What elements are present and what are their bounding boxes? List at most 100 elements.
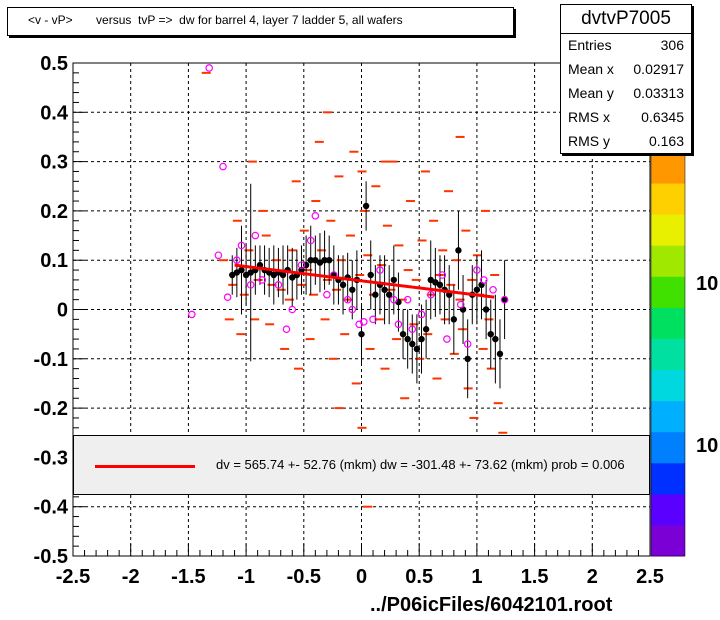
scatter-bin: [357, 426, 367, 429]
scatter-bin: [455, 135, 465, 138]
fit-line: [234, 263, 495, 299]
mean-marker: [438, 271, 447, 279]
x-tick-label: 1.5: [521, 566, 549, 588]
scatter-bin: [374, 318, 384, 321]
profile-point: [422, 326, 430, 333]
scatter-bin: [299, 229, 309, 232]
stats-value: 0.6345: [641, 109, 684, 125]
profile-point: [404, 335, 411, 343]
stats-row: RMS x 0.6345: [561, 106, 691, 130]
stats-value: 0.03313: [633, 85, 684, 101]
x-tick-label: 0.5: [405, 566, 433, 588]
fit-legend-line: [95, 465, 195, 468]
scatter-bin: [261, 234, 271, 237]
scatter-bin: [365, 347, 375, 350]
scatter-bin: [420, 170, 430, 173]
y-tick-label: 0.1: [40, 250, 68, 272]
scatter-bin: [336, 259, 346, 262]
mean-marker: [233, 256, 241, 265]
palette-label: 10: [696, 273, 718, 295]
y-tick-label: 0: [57, 300, 68, 322]
scatter-bin: [446, 283, 456, 286]
scatter-bin: [236, 333, 246, 336]
x-tick-label: -2: [122, 566, 140, 588]
profile-point: [381, 286, 388, 293]
profile-point: [413, 345, 421, 353]
plot-title-box: <v - vP> versus tvP => dw for barrel 4, …: [7, 7, 514, 36]
scatter-bin: [480, 209, 490, 212]
palette-band: [651, 400, 685, 433]
scatter-bin: [400, 397, 410, 400]
mean-marker: [417, 310, 426, 319]
scatter-bin: [355, 273, 365, 276]
scatter-bin: [484, 318, 494, 321]
mean-marker: [288, 305, 297, 314]
mean-marker: [390, 295, 398, 304]
scatter-bin: [232, 219, 242, 222]
palette-band: [651, 462, 685, 495]
palette-band: [651, 183, 685, 215]
scatter-bin: [461, 229, 471, 232]
scatter-bin: [377, 264, 387, 267]
y-tick-label: 0.4: [40, 102, 69, 124]
profile-point: [487, 330, 494, 338]
stats-value: 306: [660, 37, 684, 53]
y-tick-label: 0.3: [40, 152, 68, 174]
scatter-bin: [351, 382, 361, 385]
palette-band: [651, 276, 685, 308]
scatter-bin: [392, 338, 402, 341]
scatter-bin: [498, 431, 508, 434]
scatter-bin: [457, 328, 467, 331]
scatter-bin: [438, 249, 448, 252]
y-tick-label: -0.4: [34, 497, 69, 519]
palette-band: [651, 152, 685, 184]
x-tick-label: -1: [237, 566, 255, 588]
scatter-bin: [415, 357, 425, 360]
scatter-bin: [359, 209, 369, 212]
scatter-bin: [429, 219, 439, 222]
palette-band: [651, 369, 685, 402]
scatter-bin: [291, 180, 301, 183]
stats-value: 0.02917: [633, 61, 684, 77]
mean-marker: [297, 261, 306, 269]
scatter-bin: [363, 254, 373, 257]
scatter-bin: [478, 347, 488, 350]
profile-point: [492, 335, 499, 343]
scatter-bin: [320, 318, 330, 321]
scatter-bin: [363, 505, 373, 508]
scatter-bin: [253, 278, 263, 281]
scatter-bin: [322, 278, 332, 281]
y-tick-label: -0.3: [34, 447, 68, 469]
scatter-bin: [239, 293, 249, 296]
mean-marker: [282, 325, 291, 334]
scatter-bin: [386, 288, 396, 291]
scatter-bin: [265, 323, 275, 326]
plot-title: <v - vP> versus tvP => dw for barrel 4, …: [28, 13, 403, 27]
mean-marker: [408, 325, 417, 334]
scatter-bin: [332, 288, 342, 291]
profile-point: [409, 340, 416, 348]
mean-marker: [480, 276, 488, 284]
scatter-bin: [201, 71, 211, 74]
profile-point: [436, 281, 444, 289]
mean-marker: [274, 281, 283, 289]
scatter-bin: [444, 190, 454, 193]
profile-point: [279, 271, 287, 279]
stats-row: Mean y 0.03313: [561, 82, 691, 106]
scatter-bin: [280, 347, 290, 350]
profile-point: [349, 286, 356, 293]
profile-point: [307, 257, 314, 264]
scatter-bin: [272, 259, 282, 262]
mean-marker: [403, 295, 412, 304]
scatter-bin: [394, 244, 404, 247]
palette-band: [651, 431, 685, 464]
scatter-bin: [423, 333, 433, 336]
palette-label: 10: [696, 435, 718, 457]
mean-marker: [306, 236, 315, 245]
y-tick-label: 0.2: [40, 201, 68, 223]
mean-marker: [205, 64, 213, 72]
scatter-bin: [244, 249, 254, 252]
profile-point: [367, 271, 374, 279]
mean-marker: [500, 295, 509, 304]
scatter-bin: [219, 259, 229, 262]
